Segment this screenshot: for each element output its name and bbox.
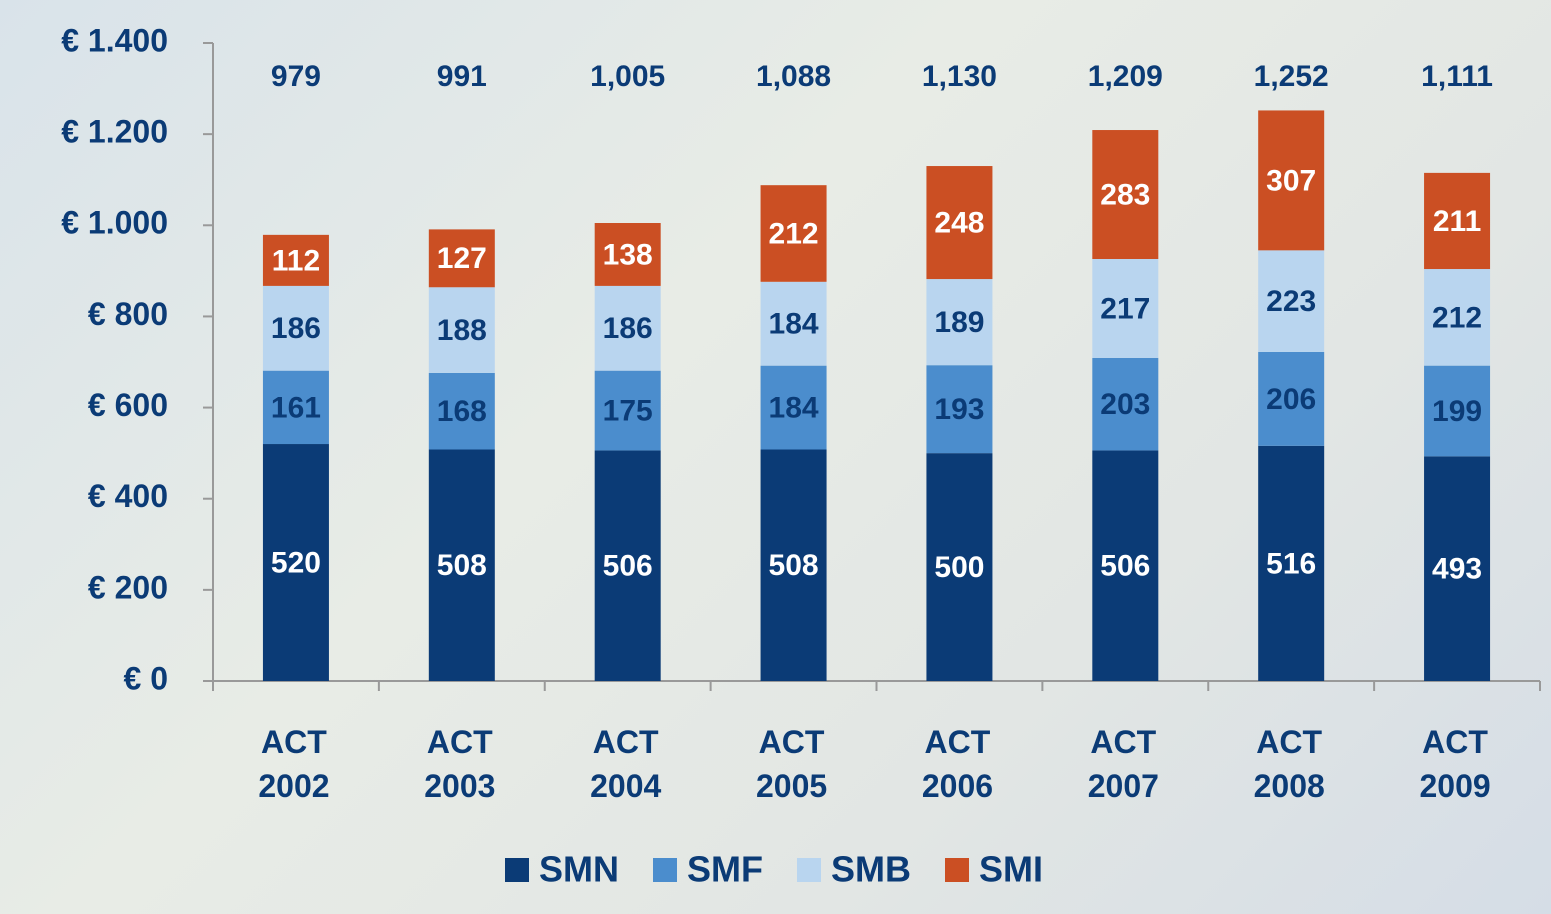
segment-label: 184 bbox=[769, 391, 819, 424]
segment-label: 189 bbox=[934, 306, 984, 339]
segment-label: 506 bbox=[603, 550, 653, 583]
segment-label: 186 bbox=[271, 312, 321, 345]
legend-label: SMI bbox=[979, 849, 1043, 890]
bar-segment bbox=[1092, 450, 1159, 681]
x-tick-label: ACT 2008 bbox=[1253, 724, 1325, 804]
bar-segment bbox=[428, 449, 495, 681]
bar-segment bbox=[1424, 269, 1491, 366]
segment-label: 307 bbox=[1266, 164, 1316, 197]
segment-label: 127 bbox=[437, 242, 487, 275]
legend-label: SMN bbox=[539, 849, 619, 890]
total-label: 1,005 bbox=[590, 60, 665, 93]
x-tick-label: ACT 2004 bbox=[590, 724, 662, 804]
segment-label: 506 bbox=[1100, 550, 1150, 583]
legend-swatch bbox=[653, 858, 677, 882]
bar-segment bbox=[926, 166, 993, 280]
bar-segment bbox=[1258, 445, 1325, 681]
bar-segment bbox=[926, 453, 993, 681]
y-tick-label: € 400 bbox=[88, 478, 168, 514]
segment-label: 161 bbox=[271, 391, 321, 424]
bar-segment bbox=[262, 234, 329, 286]
legend-label: SMB bbox=[831, 849, 911, 890]
bar-segment bbox=[1258, 250, 1325, 352]
segment-label: 248 bbox=[934, 206, 984, 239]
bar-segment bbox=[594, 450, 661, 681]
segment-label: 203 bbox=[1100, 388, 1150, 421]
bar-segment bbox=[428, 372, 495, 450]
legend-label: SMF bbox=[687, 849, 763, 890]
total-label: 979 bbox=[271, 60, 321, 93]
segment-label: 188 bbox=[437, 314, 487, 347]
segment-label: 193 bbox=[934, 393, 984, 426]
y-tick-label: € 1.400 bbox=[61, 22, 168, 58]
segment-label: 211 bbox=[1433, 205, 1481, 238]
x-tick-label: ACT 2006 bbox=[921, 724, 994, 804]
y-tick-label: € 0 bbox=[124, 660, 168, 696]
segment-label: 223 bbox=[1266, 285, 1316, 318]
bar-segment bbox=[262, 444, 329, 681]
segment-label: 217 bbox=[1100, 292, 1150, 325]
bar-segment bbox=[594, 223, 661, 286]
total-label: 1,111 bbox=[1421, 60, 1493, 93]
x-tick-label: ACT 2007 bbox=[1087, 724, 1159, 804]
bar-segment bbox=[594, 285, 661, 371]
segment-label: 112 bbox=[272, 244, 320, 277]
segment-label: 508 bbox=[769, 549, 819, 582]
bar-segment bbox=[428, 229, 495, 288]
x-tick-label: ACT 2009 bbox=[1419, 724, 1491, 804]
segment-label: 493 bbox=[1432, 553, 1482, 586]
bar-segment bbox=[594, 370, 661, 451]
segment-label: 175 bbox=[603, 394, 653, 427]
bar-segment bbox=[1424, 172, 1491, 270]
segment-label: 206 bbox=[1266, 383, 1316, 416]
segment-label: 520 bbox=[271, 546, 321, 579]
segment-label: 212 bbox=[1432, 301, 1482, 334]
legend-swatch bbox=[797, 858, 821, 882]
bar-segment bbox=[1424, 456, 1491, 681]
segment-label: 138 bbox=[603, 238, 653, 271]
segment-label: 516 bbox=[1266, 547, 1316, 580]
legend-swatch bbox=[505, 858, 529, 882]
bar-segment bbox=[428, 287, 495, 373]
segment-label: 500 bbox=[934, 551, 984, 584]
total-label: 1,209 bbox=[1088, 60, 1163, 93]
bar-segment bbox=[1092, 259, 1159, 358]
total-label: 991 bbox=[437, 60, 487, 93]
bar-segment bbox=[760, 281, 827, 366]
bar-segment bbox=[760, 185, 827, 282]
total-label: 1,088 bbox=[756, 60, 831, 93]
y-tick-label: € 200 bbox=[88, 569, 168, 605]
bar-segment bbox=[1258, 110, 1325, 251]
bar-segment bbox=[1092, 357, 1159, 451]
bar-segment bbox=[1092, 130, 1159, 260]
segment-label: 168 bbox=[437, 395, 487, 428]
bar-segment bbox=[262, 285, 329, 371]
bar-segment bbox=[760, 365, 827, 450]
segment-label: 508 bbox=[437, 549, 487, 582]
bar-segment bbox=[926, 279, 993, 366]
x-tick-label: ACT 2002 bbox=[258, 724, 330, 804]
y-tick-label: € 1.200 bbox=[61, 114, 168, 150]
x-tick-label: ACT 2003 bbox=[424, 724, 496, 804]
legend-swatch bbox=[945, 858, 969, 882]
segment-label: 212 bbox=[769, 217, 819, 250]
total-label: 1,130 bbox=[922, 60, 997, 93]
bar-segment bbox=[1258, 351, 1325, 446]
bar-segment bbox=[760, 449, 827, 681]
segment-label: 184 bbox=[769, 308, 819, 341]
y-tick-label: € 1.000 bbox=[61, 205, 168, 241]
segment-label: 199 bbox=[1432, 395, 1482, 428]
y-tick-label: € 600 bbox=[88, 387, 168, 423]
bar-segment bbox=[262, 370, 329, 445]
bar-segment bbox=[926, 365, 993, 454]
x-tick-label: ACT 2005 bbox=[755, 724, 828, 804]
segment-label: 283 bbox=[1100, 178, 1150, 211]
segment-label: 186 bbox=[603, 312, 653, 345]
y-tick-label: € 800 bbox=[88, 296, 168, 332]
total-label: 1,252 bbox=[1254, 60, 1329, 93]
bar-segment bbox=[1424, 365, 1491, 457]
